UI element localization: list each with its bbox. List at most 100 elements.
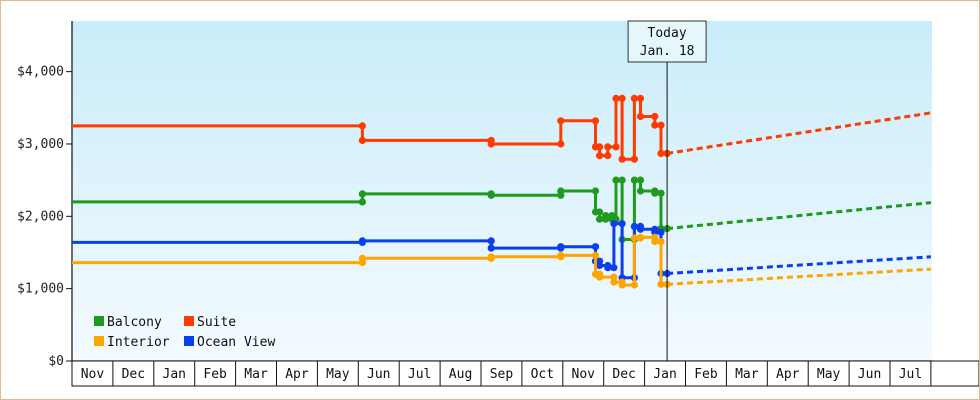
today-box — [627, 20, 707, 63]
data-point-interior — [557, 251, 565, 259]
month-label: Jan — [653, 367, 676, 382]
data-point-ocean-view — [487, 237, 495, 245]
series-lines — [72, 94, 932, 289]
data-point-balcony — [557, 187, 565, 195]
data-point-interior — [618, 281, 626, 289]
y-tick-label: $4,000 — [17, 65, 64, 80]
month-label: Feb — [694, 367, 718, 382]
data-point-suite — [596, 143, 604, 151]
month-label: Dec — [122, 367, 145, 382]
data-point-balcony — [657, 189, 665, 197]
data-point-suite — [604, 152, 612, 160]
data-point-ocean-view — [604, 264, 612, 272]
data-point-interior — [591, 251, 600, 259]
month-label: Nov — [81, 367, 105, 382]
data-point-suite — [487, 140, 495, 148]
data-point-suite — [657, 121, 665, 129]
data-point-suite — [636, 94, 645, 102]
data-point-interior — [657, 238, 665, 246]
legend-label-interior: Interior — [107, 335, 170, 350]
forecast-line-suite — [666, 111, 932, 155]
today-label: Today — [648, 26, 687, 41]
data-point-balcony — [487, 191, 495, 199]
data-point-suite — [651, 121, 659, 129]
month-label: Oct — [531, 367, 554, 382]
legend-swatch-ocean-view — [184, 336, 194, 346]
data-point-balcony — [602, 212, 610, 220]
legend-label-balcony: Balcony — [107, 315, 162, 330]
forecast-line-ocean-view — [667, 255, 931, 275]
y-tick-label: $3,000 — [17, 137, 64, 152]
data-point-suite — [604, 143, 612, 151]
month-label: May — [817, 367, 841, 382]
legend-swatch-balcony — [94, 316, 104, 326]
data-point-ocean-view — [610, 264, 618, 272]
data-point-ocean-view — [557, 243, 565, 251]
data-point-balcony — [358, 190, 366, 198]
data-point-interior — [657, 280, 665, 288]
data-point-suite — [557, 140, 565, 148]
month-band — [71, 360, 979, 387]
data-point-interior — [651, 238, 659, 246]
month-label: Jun — [858, 367, 881, 382]
data-point-suite — [612, 143, 620, 151]
data-point-interior — [636, 233, 645, 241]
data-point-suite — [618, 94, 626, 102]
data-point-suite — [358, 136, 366, 144]
data-point-balcony — [630, 176, 639, 184]
data-point-balcony — [596, 208, 604, 216]
forecast-line-interior — [667, 267, 931, 286]
data-point-suite — [596, 152, 604, 160]
data-point-ocean-view — [618, 220, 626, 228]
month-label: Apr — [776, 367, 800, 382]
legend-swatch-interior — [94, 336, 104, 346]
data-point-interior — [487, 253, 495, 261]
y-tick-label: $2,000 — [17, 209, 64, 224]
forecast-line-balcony — [666, 201, 932, 231]
data-point-suite — [618, 155, 626, 163]
data-point-ocean-view — [636, 225, 645, 233]
data-point-interior — [630, 281, 639, 289]
data-point-ocean-view — [657, 228, 665, 236]
y-tick-label: $1,000 — [17, 282, 64, 297]
x-axis-months: Nov Dec Jan Feb Mar Apr May Jun Jul Aug Sep Oct Nov D… — [71, 360, 979, 387]
data-point-balcony — [636, 187, 645, 195]
data-point-ocean-view — [358, 237, 366, 245]
legend: Balcony Suite Interior Ocean View — [94, 315, 275, 350]
data-point-suite — [591, 117, 600, 125]
data-point-balcony — [618, 176, 626, 184]
month-label: Jan — [163, 367, 186, 382]
today-marker: Today Jan. 18 — [627, 20, 707, 361]
data-point-ocean-view — [610, 220, 618, 228]
data-point-interior — [596, 273, 604, 281]
month-label: Jul — [899, 367, 922, 382]
y-tick-label: $0 — [48, 354, 64, 369]
data-point-ocean-view — [487, 244, 495, 252]
data-point-ocean-view — [630, 222, 639, 230]
data-point-suite — [557, 117, 565, 125]
month-label: Mar — [244, 367, 268, 382]
month-label: Aug — [449, 367, 472, 382]
data-point-interior — [358, 254, 366, 262]
data-point-suite — [630, 155, 639, 163]
data-point-interior — [630, 234, 639, 242]
month-label: Jun — [367, 367, 390, 382]
legend-swatch-suite — [184, 316, 194, 326]
data-point-balcony — [636, 176, 645, 184]
data-point-suite — [612, 94, 620, 102]
data-point-interior — [610, 273, 618, 281]
month-label: Feb — [203, 367, 227, 382]
data-point-interior — [610, 278, 618, 286]
data-point-suite — [630, 94, 639, 102]
month-label: Mar — [735, 367, 759, 382]
plot-area — [72, 21, 932, 361]
data-point-balcony — [596, 215, 604, 223]
data-point-suite — [358, 122, 366, 130]
data-point-balcony — [591, 187, 600, 195]
today-date: Jan. 18 — [640, 44, 695, 59]
month-label: May — [326, 367, 350, 382]
data-point-balcony — [358, 198, 366, 206]
month-label: Nov — [572, 367, 596, 382]
month-label: Apr — [285, 367, 309, 382]
